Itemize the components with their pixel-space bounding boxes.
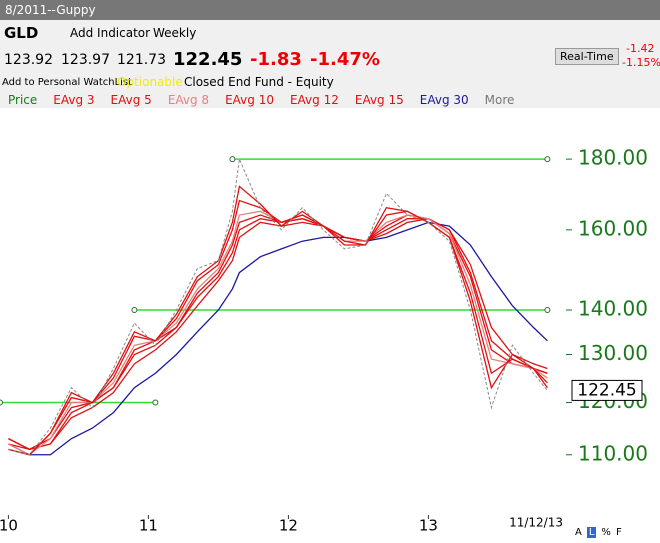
y-tick-label: 110.00 xyxy=(578,441,648,465)
trend-anchor xyxy=(0,399,3,406)
x-tick-label: 10 xyxy=(0,517,18,535)
rt-change-pct: -1.15% xyxy=(622,56,660,69)
watchlist[interactable]: Add to Personal WatchList xyxy=(2,77,133,88)
fund-type: Closed End Fund - Equity xyxy=(184,75,334,89)
footer-button[interactable]: % xyxy=(601,527,611,538)
realtime-button[interactable]: Real-Time xyxy=(555,48,619,65)
series-line xyxy=(8,157,548,456)
legend-entry[interactable]: EAvg 10 xyxy=(225,93,274,107)
footer-button[interactable]: A xyxy=(575,527,582,538)
series-line xyxy=(8,218,548,451)
window-title: 8/2011--Guppy xyxy=(5,3,96,17)
y-tick-label: 160.00 xyxy=(578,216,648,240)
symbol[interactable]: GLD xyxy=(4,24,39,42)
footer-buttons: A L% F xyxy=(575,527,627,538)
plot-area xyxy=(0,108,660,515)
last-date-label: 11/12/13 xyxy=(509,516,563,530)
legend-entry[interactable]: EAvg 15 xyxy=(354,93,404,107)
trend-anchor xyxy=(544,306,551,313)
last-price-label: 122.45 xyxy=(577,380,636,400)
y-tick-label: 140.00 xyxy=(578,296,648,320)
last-price-box xyxy=(571,379,643,401)
legend-entry[interactable]: EAvg 12 xyxy=(289,93,339,107)
low: 121.73 xyxy=(117,52,166,68)
trend-anchor xyxy=(152,399,159,406)
header: GLD Add Indicator Weekly 123.92 123.97 1… xyxy=(0,20,660,108)
legend-entry[interactable]: EAvg 3 xyxy=(53,93,95,107)
optionable: Optionable xyxy=(117,75,183,89)
series-line xyxy=(8,210,548,456)
y-tick-label: 130.00 xyxy=(578,341,648,365)
high: 123.97 xyxy=(61,52,110,68)
title-bar: 8/2011--Guppy xyxy=(0,0,660,20)
legend-entry[interactable]: EAvg 30 xyxy=(419,93,469,107)
change: -1.83 xyxy=(250,49,302,70)
footer-button[interactable]: F xyxy=(615,527,622,538)
footer-button[interactable]: L xyxy=(586,527,597,538)
x-tick-label: 11 xyxy=(139,517,158,535)
open: 123.92 xyxy=(4,52,53,68)
x-tick-label: 12 xyxy=(279,517,298,535)
y-tick-label: 180.00 xyxy=(578,146,648,170)
legend-entry[interactable]: Price xyxy=(8,93,38,107)
x-tick-label: 13 xyxy=(419,517,438,535)
last: 122.45 xyxy=(173,49,243,70)
rt-change: -1.42 xyxy=(626,42,655,55)
period[interactable]: Weekly xyxy=(153,26,197,40)
series-line xyxy=(8,221,548,456)
legend-entry[interactable]: EAvg 8 xyxy=(167,93,210,107)
legend-entry[interactable]: EAvg 5 xyxy=(110,93,152,107)
legend: Price EAvg 3 EAvg 5 EAvg 8 EAvg 10 EAvg 12 EAv… xyxy=(8,93,514,107)
trend-anchor xyxy=(544,156,551,163)
trend-anchor xyxy=(131,306,138,313)
change-pct: -1.47% xyxy=(310,49,380,70)
legend-more[interactable]: More xyxy=(484,93,515,107)
add-indicator[interactable]: Add Indicator xyxy=(70,26,151,40)
trend-anchor xyxy=(229,156,236,163)
